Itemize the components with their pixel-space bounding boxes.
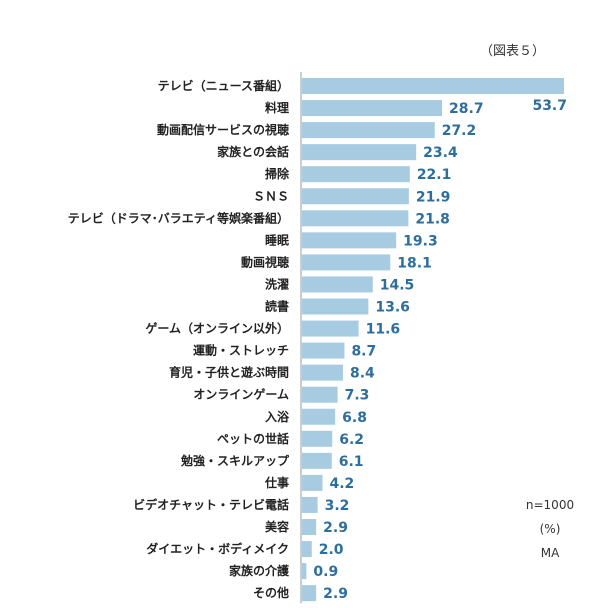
category-label: 家族との会話 xyxy=(217,144,289,159)
bar xyxy=(302,342,345,359)
bar xyxy=(302,408,336,425)
category-label: ペットの世話 xyxy=(217,431,289,446)
category-label: 入浴 xyxy=(265,409,290,424)
category-label: ゲーム（オンライン以外） xyxy=(145,321,289,336)
bar xyxy=(302,100,443,117)
bar xyxy=(302,386,338,403)
value-label: 28.7 xyxy=(449,101,484,117)
category-label: ダイエット・ボディメイク xyxy=(146,541,289,556)
value-label: 11.6 xyxy=(366,322,401,338)
bar xyxy=(302,188,409,205)
bars-group: テレビ（ニュース番組） 53.7 料理 28.7 動画配信サービスの視聴 27.2 家族との… xyxy=(68,78,567,602)
bar xyxy=(302,144,417,161)
value-label: 8.7 xyxy=(351,344,376,360)
bar xyxy=(302,276,373,293)
value-label: 2.0 xyxy=(319,542,344,558)
value-label: 19.3 xyxy=(403,233,438,249)
bar xyxy=(302,519,317,535)
figure-label: （図表５） xyxy=(480,44,546,59)
category-label: 洗濯 xyxy=(265,276,289,291)
value-label: 6.2 xyxy=(339,432,364,448)
category-label: 読書 xyxy=(265,299,289,314)
bar xyxy=(302,298,369,315)
bar xyxy=(302,496,318,513)
bar xyxy=(302,254,391,271)
bar xyxy=(302,563,307,580)
note-answer-type: MA xyxy=(540,546,560,560)
category-label: その他 xyxy=(253,585,289,600)
value-label: 14.5 xyxy=(380,277,415,293)
bar xyxy=(302,474,323,491)
category-label: 美容 xyxy=(265,519,289,534)
value-label: 7.3 xyxy=(345,388,370,404)
category-label: 動画配信サービスの視聴 xyxy=(157,122,289,137)
bar xyxy=(302,78,564,94)
value-label: 8.4 xyxy=(350,366,375,382)
value-label: 2.9 xyxy=(323,586,348,602)
category-label: ＳＮＳ xyxy=(253,189,289,203)
category-label: 育児・子供と遊ぶ時間 xyxy=(169,365,289,380)
category-label: 料理 xyxy=(265,100,289,115)
category-label: 運動・ストレッチ xyxy=(193,343,289,358)
value-label: 6.1 xyxy=(339,454,364,470)
category-label: オンラインゲーム xyxy=(193,387,289,402)
value-label: 3.2 xyxy=(325,498,350,514)
category-label: テレビ（ニュース番組） xyxy=(158,78,289,93)
category-label: 家族の介護 xyxy=(229,563,290,578)
category-label: 掃除 xyxy=(265,166,290,181)
bar xyxy=(302,541,312,558)
value-label: 23.4 xyxy=(423,145,458,161)
bar xyxy=(302,430,333,447)
value-label: 13.6 xyxy=(375,300,410,316)
value-label: 2.9 xyxy=(323,520,348,536)
bar xyxy=(302,166,410,183)
value-label: 21.9 xyxy=(416,189,451,205)
category-label: 勉強・スキルアップ xyxy=(180,453,290,468)
bar xyxy=(302,232,397,249)
value-label: 18.1 xyxy=(397,255,432,271)
value-label: 6.8 xyxy=(342,410,367,426)
bar xyxy=(302,452,332,469)
category-label: テレビ（ドラマ･バラエティ等娯楽番組） xyxy=(68,210,289,225)
category-label: 動画視聴 xyxy=(241,254,289,269)
value-label: 53.7 xyxy=(532,98,567,114)
bar xyxy=(302,585,317,602)
category-label: 仕事 xyxy=(264,475,289,490)
bar xyxy=(302,210,409,227)
bar xyxy=(302,320,359,337)
value-label: 21.8 xyxy=(415,211,450,227)
category-label: 睡眠 xyxy=(265,232,289,247)
bar xyxy=(302,364,343,381)
note-unit: (%) xyxy=(539,522,561,536)
category-label: ビデオチャット・テレビ電話 xyxy=(133,497,289,512)
value-label: 27.2 xyxy=(442,123,477,139)
value-label: 22.1 xyxy=(417,167,452,183)
bar xyxy=(302,122,435,139)
note-sample-size: n=1000 xyxy=(525,498,575,512)
value-label: 0.9 xyxy=(313,564,338,580)
value-label: 4.2 xyxy=(329,476,354,492)
